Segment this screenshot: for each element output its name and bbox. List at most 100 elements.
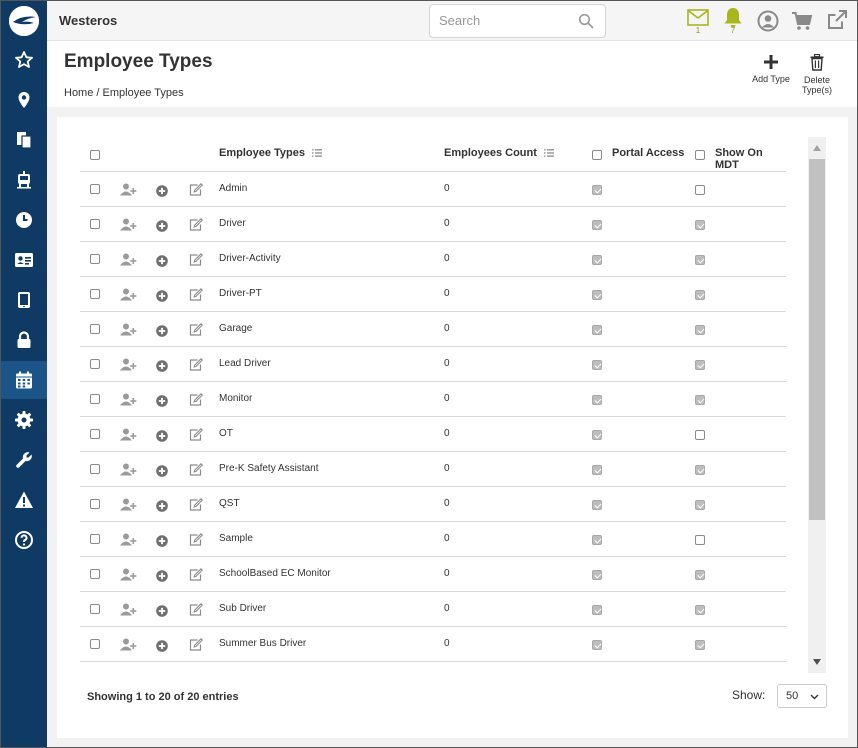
page-size-select[interactable]: 50 [777,684,827,708]
sidebar-item-devices[interactable] [0,281,47,319]
show-on-mdt-checkbox[interactable] [695,185,705,195]
add-circle-icon[interactable] [156,499,168,512]
show-on-mdt-checkbox[interactable] [695,570,705,580]
sidebar-item-security[interactable] [0,321,47,359]
row-select-checkbox[interactable] [90,254,100,264]
edit-icon[interactable] [189,603,204,616]
row-select-checkbox[interactable] [90,359,100,369]
add-circle-icon[interactable] [156,534,168,547]
assign-employee-icon[interactable] [120,638,137,651]
row-select-checkbox[interactable] [90,394,100,404]
assign-employee-icon[interactable] [120,288,137,301]
edit-icon[interactable] [189,358,204,371]
edit-icon[interactable] [189,568,204,581]
assign-employee-icon[interactable] [120,533,137,546]
row-select-checkbox[interactable] [90,604,100,614]
breadcrumb[interactable]: Home / Employee Types [64,87,184,99]
row-select-checkbox[interactable] [90,464,100,474]
scroll-down-arrow[interactable] [813,659,821,665]
column-employee-types[interactable]: Employee Types [219,147,322,159]
edit-icon[interactable] [189,533,204,546]
edit-icon[interactable] [189,218,204,231]
assign-employee-icon[interactable] [120,218,137,231]
sidebar-item-employees[interactable] [0,241,47,279]
portal-access-checkbox[interactable] [592,325,602,335]
add-circle-icon[interactable] [156,219,168,232]
cart-button[interactable] [790,9,814,33]
portal-access-checkbox[interactable] [592,395,602,405]
row-select-checkbox[interactable] [90,569,100,579]
add-circle-icon[interactable] [156,394,168,407]
sidebar-item-help[interactable] [0,521,47,559]
app-logo[interactable] [9,6,39,36]
portal-access-checkbox[interactable] [592,255,602,265]
add-circle-icon[interactable] [156,289,168,302]
row-select-checkbox[interactable] [90,429,100,439]
assign-employee-icon[interactable] [120,603,137,616]
show-on-mdt-checkbox[interactable] [695,255,705,265]
add-circle-icon[interactable] [156,429,168,442]
assign-employee-icon[interactable] [120,323,137,336]
portal-access-all-checkbox[interactable] [592,150,602,160]
portal-access-checkbox[interactable] [592,570,602,580]
external-link-button[interactable] [825,8,849,32]
row-select-checkbox[interactable] [90,499,100,509]
sidebar-item-favorites[interactable] [0,41,47,79]
assign-employee-icon[interactable] [120,463,137,476]
edit-icon[interactable] [189,253,204,266]
table-scrollbar[interactable] [808,137,826,673]
show-on-mdt-checkbox[interactable] [695,465,705,475]
assign-employee-icon[interactable] [120,428,137,441]
row-select-checkbox[interactable] [90,324,100,334]
edit-icon[interactable] [189,323,204,336]
portal-access-checkbox[interactable] [592,185,602,195]
alerts-button[interactable] [721,6,745,30]
sidebar-item-tools[interactable] [0,441,47,479]
show-on-mdt-checkbox[interactable] [695,220,705,230]
assign-employee-icon[interactable] [120,253,137,266]
show-on-mdt-all-checkbox[interactable] [695,150,705,160]
scroll-up-arrow[interactable] [813,145,821,151]
edit-icon[interactable] [189,288,204,301]
portal-access-checkbox[interactable] [592,500,602,510]
add-circle-icon[interactable] [156,464,168,477]
show-on-mdt-checkbox[interactable] [695,290,705,300]
sidebar-item-settings[interactable] [0,401,47,439]
show-on-mdt-checkbox[interactable] [695,360,705,370]
show-on-mdt-checkbox[interactable] [695,640,705,650]
edit-icon[interactable] [189,498,204,511]
sort-icon[interactable] [543,149,554,157]
row-select-checkbox[interactable] [90,184,100,194]
show-on-mdt-checkbox[interactable] [695,395,705,405]
portal-access-checkbox[interactable] [592,465,602,475]
add-circle-icon[interactable] [156,639,168,652]
assign-employee-icon[interactable] [120,568,137,581]
assign-employee-icon[interactable] [120,498,137,511]
add-type-button[interactable]: Add Type [751,54,791,84]
sidebar-item-calendar[interactable] [0,361,47,399]
assign-employee-icon[interactable] [120,183,137,196]
assign-employee-icon[interactable] [120,358,137,371]
search-box[interactable] [429,4,606,38]
sidebar-item-locations[interactable] [0,81,47,119]
portal-access-checkbox[interactable] [592,360,602,370]
show-on-mdt-checkbox[interactable] [695,325,705,335]
sidebar-item-documents[interactable] [0,121,47,159]
portal-access-checkbox[interactable] [592,605,602,615]
row-select-checkbox[interactable] [90,289,100,299]
portal-access-checkbox[interactable] [592,430,602,440]
search-icon[interactable] [578,13,594,29]
edit-icon[interactable] [189,183,204,196]
scroll-thumb[interactable] [809,159,825,520]
add-circle-icon[interactable] [156,604,168,617]
add-circle-icon[interactable] [156,324,168,337]
delete-types-button[interactable]: Delete Type(s) [799,54,835,95]
show-on-mdt-checkbox[interactable] [695,430,705,440]
select-all-checkbox[interactable] [90,150,100,160]
row-select-checkbox[interactable] [90,639,100,649]
add-circle-icon[interactable] [156,359,168,372]
add-circle-icon[interactable] [156,569,168,582]
sidebar-item-schedule[interactable] [0,201,47,239]
edit-icon[interactable] [189,393,204,406]
edit-icon[interactable] [189,428,204,441]
